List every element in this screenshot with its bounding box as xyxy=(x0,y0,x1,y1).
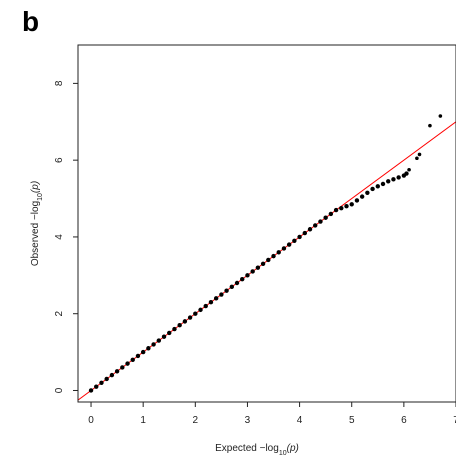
data-point xyxy=(354,198,360,203)
data-point xyxy=(370,186,375,192)
panel-label: b xyxy=(22,6,40,37)
data-point xyxy=(339,205,344,211)
data-point xyxy=(415,156,419,161)
x-tick-label: 5 xyxy=(349,415,355,426)
data-point xyxy=(380,181,386,187)
data-point xyxy=(266,257,271,263)
data-point xyxy=(234,280,240,286)
x-tick-label: 7 xyxy=(453,415,456,426)
data-point xyxy=(318,219,323,224)
y-tick-label: 6 xyxy=(54,157,65,163)
data-point xyxy=(333,207,339,213)
x-tick-label: 0 xyxy=(88,415,94,426)
x-axis-title-tail: (p) xyxy=(287,443,299,454)
data-point xyxy=(88,388,94,393)
x-tick-label: 4 xyxy=(297,415,303,426)
data-point xyxy=(135,353,141,359)
data-point xyxy=(292,238,297,243)
data-point xyxy=(146,346,151,351)
data-point xyxy=(417,152,422,157)
data-point xyxy=(109,372,115,378)
data-points xyxy=(88,114,443,393)
data-point xyxy=(229,284,235,290)
data-point xyxy=(94,384,99,389)
data-point xyxy=(276,250,281,255)
data-point xyxy=(156,338,162,343)
data-point xyxy=(172,326,177,332)
y-tick-label: 8 xyxy=(54,80,65,86)
data-point xyxy=(213,296,219,301)
data-point xyxy=(359,194,365,199)
data-point xyxy=(271,253,276,259)
data-point xyxy=(120,365,125,370)
x-axis-title: Expected −log10(p) xyxy=(215,443,299,456)
data-point xyxy=(313,223,318,228)
y-axis-title-sub: 10 xyxy=(37,193,44,201)
x-tick-label: 6 xyxy=(401,415,407,426)
y-tick-label: 2 xyxy=(54,310,65,316)
data-point xyxy=(404,171,409,176)
data-point xyxy=(391,177,396,182)
data-point xyxy=(245,273,250,278)
data-point xyxy=(104,376,109,382)
data-point xyxy=(307,227,313,232)
data-point xyxy=(167,330,172,336)
data-point xyxy=(151,342,156,347)
y-axis-title-main: Observed −log xyxy=(30,201,41,266)
y-axis-title: Observed −log10(p) xyxy=(30,181,44,266)
data-point xyxy=(187,315,193,320)
data-point xyxy=(281,246,287,251)
data-point xyxy=(240,276,245,282)
data-point xyxy=(323,215,328,220)
data-point xyxy=(250,269,255,274)
data-point xyxy=(140,349,146,355)
data-point xyxy=(297,234,302,240)
x-tick-label: 2 xyxy=(193,415,199,426)
data-point xyxy=(365,190,370,195)
x-axis: 0 1 2 3 4 5 6 7 xyxy=(88,402,456,426)
x-axis-title-sub: 10 xyxy=(279,450,287,456)
data-point xyxy=(302,230,307,236)
plot-frame xyxy=(77,44,456,403)
plot-area xyxy=(78,114,456,401)
data-point xyxy=(203,303,208,309)
data-point xyxy=(99,380,104,386)
data-point xyxy=(208,299,214,305)
data-point xyxy=(344,204,349,209)
data-point xyxy=(349,202,354,207)
y-tick-label: 0 xyxy=(54,387,65,393)
data-point xyxy=(255,265,261,270)
x-axis-title-main: Expected −log xyxy=(215,443,279,454)
data-point xyxy=(198,307,203,313)
data-point xyxy=(386,179,391,184)
data-point xyxy=(161,334,167,339)
data-point xyxy=(286,242,292,247)
y-axis: 0 2 4 6 8 xyxy=(54,80,78,393)
x-tick-label: 1 xyxy=(140,415,146,426)
data-point xyxy=(224,288,229,293)
data-point xyxy=(260,261,266,267)
data-point xyxy=(182,319,188,324)
data-point xyxy=(438,114,443,118)
data-point xyxy=(125,361,130,366)
data-point xyxy=(114,369,120,374)
y-tick-label: 4 xyxy=(54,234,65,240)
data-point xyxy=(375,184,380,189)
data-point xyxy=(428,123,432,128)
data-point xyxy=(193,311,198,316)
data-point xyxy=(328,211,334,217)
data-point xyxy=(219,292,224,297)
data-point xyxy=(407,167,411,172)
data-point xyxy=(130,357,135,362)
y-axis-title-tail: (p) xyxy=(30,181,41,193)
x-tick-label: 3 xyxy=(245,415,251,426)
data-point xyxy=(177,323,182,328)
data-point xyxy=(396,175,401,180)
